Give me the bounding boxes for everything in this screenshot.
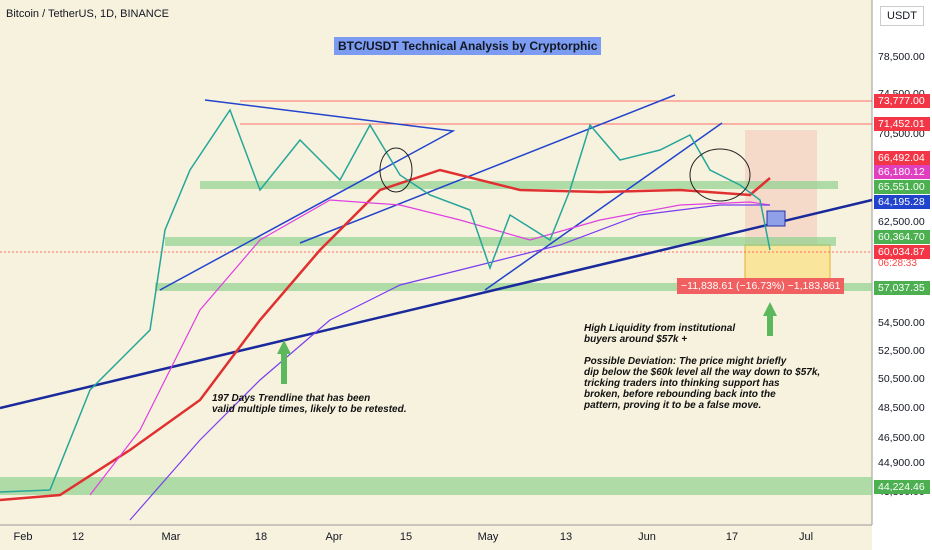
price-tag: 65,551.00 [874, 180, 930, 194]
countdown: 06:28:33 [878, 258, 917, 269]
arrow [763, 302, 777, 336]
price-tag: 44,224.46 [874, 480, 930, 494]
time-label: Jun [638, 531, 656, 543]
ema [0, 168, 771, 502]
price-label: 70,500.00 [878, 128, 925, 140]
price-tag: 60,034.87 [874, 245, 930, 259]
price-tag: 73,777.00 [874, 94, 930, 108]
price-tag: 57,037.35 [874, 281, 930, 295]
time-label: May [477, 531, 499, 543]
ema [129, 204, 770, 521]
price-axis-bg [872, 0, 932, 550]
time-label: Feb [13, 531, 33, 543]
box [766, 210, 786, 227]
zone [200, 181, 838, 189]
circle [689, 148, 751, 202]
zone [155, 283, 872, 291]
circle [379, 147, 413, 193]
price-label: 54,500.00 [878, 317, 925, 329]
time-label: Jul [798, 531, 814, 543]
price-label: 62,500.00 [878, 216, 925, 228]
time-label: Mar [161, 531, 181, 543]
ema [89, 199, 771, 496]
price-tag: 66,180.12 [874, 165, 930, 179]
price-label: 48,500.00 [878, 402, 925, 414]
time-label: 13 [559, 531, 573, 543]
channel [299, 94, 676, 244]
time-axis-bg [0, 525, 872, 550]
zone [0, 477, 872, 495]
measure: −11,838.61 (−16.73%) −1,183,861 [677, 278, 845, 294]
price-tag: 64,195.28 [874, 195, 930, 209]
annotation-line: Possible Deviation: The price might brie… [584, 356, 787, 367]
annotation-line: 197 Days Trendline that has been [212, 393, 371, 404]
price-label: 50,500.00 [878, 373, 925, 385]
annotation-line: pattern, proving it to be a false move. [584, 400, 762, 411]
annotation: High Liquidity from institutional buyers … [584, 323, 735, 345]
annotation-line: buyers around $57k + [584, 334, 688, 345]
price-tag: 71,452.01 [874, 117, 930, 131]
time-label: Apr [325, 531, 343, 543]
annotation: 197 Days Trendline that has been valid mu… [212, 393, 407, 415]
price [0, 108, 771, 493]
title: BTC/USDT Technical Analysis by Cryptorph… [334, 37, 602, 55]
annotation: Possible Deviation: The price might brie… [584, 356, 820, 411]
time-label: 15 [399, 531, 413, 543]
channel [484, 122, 723, 291]
annotation-line: broken, before rebounding back into the [584, 389, 776, 400]
time-label: 12 [71, 531, 85, 543]
currency[interactable]: USDT [880, 6, 924, 26]
symbol: Bitcoin / TetherUS, 1D, BINANCE [6, 8, 170, 20]
price-tag: 60,364.70 [874, 230, 930, 244]
trendline [0, 198, 873, 410]
price-label: 52,500.00 [878, 345, 925, 357]
annotation-line: valid multiple times, likely to be retes… [212, 404, 407, 415]
annotation-line: tricking traders into thinking support h… [584, 378, 780, 389]
price-label: 44,900.00 [878, 457, 925, 469]
arrow [277, 340, 291, 384]
triangle [159, 99, 456, 291]
annotation-line: High Liquidity from institutional [584, 323, 736, 334]
price-tag: 66,492.04 [874, 151, 930, 165]
time-label: 17 [725, 531, 739, 543]
time-label: 18 [254, 531, 268, 543]
annotation-line: dip below the $60k level all the way dow… [584, 367, 821, 378]
price-label: 46,500.00 [878, 432, 925, 444]
price-label: 78,500.00 [878, 51, 925, 63]
